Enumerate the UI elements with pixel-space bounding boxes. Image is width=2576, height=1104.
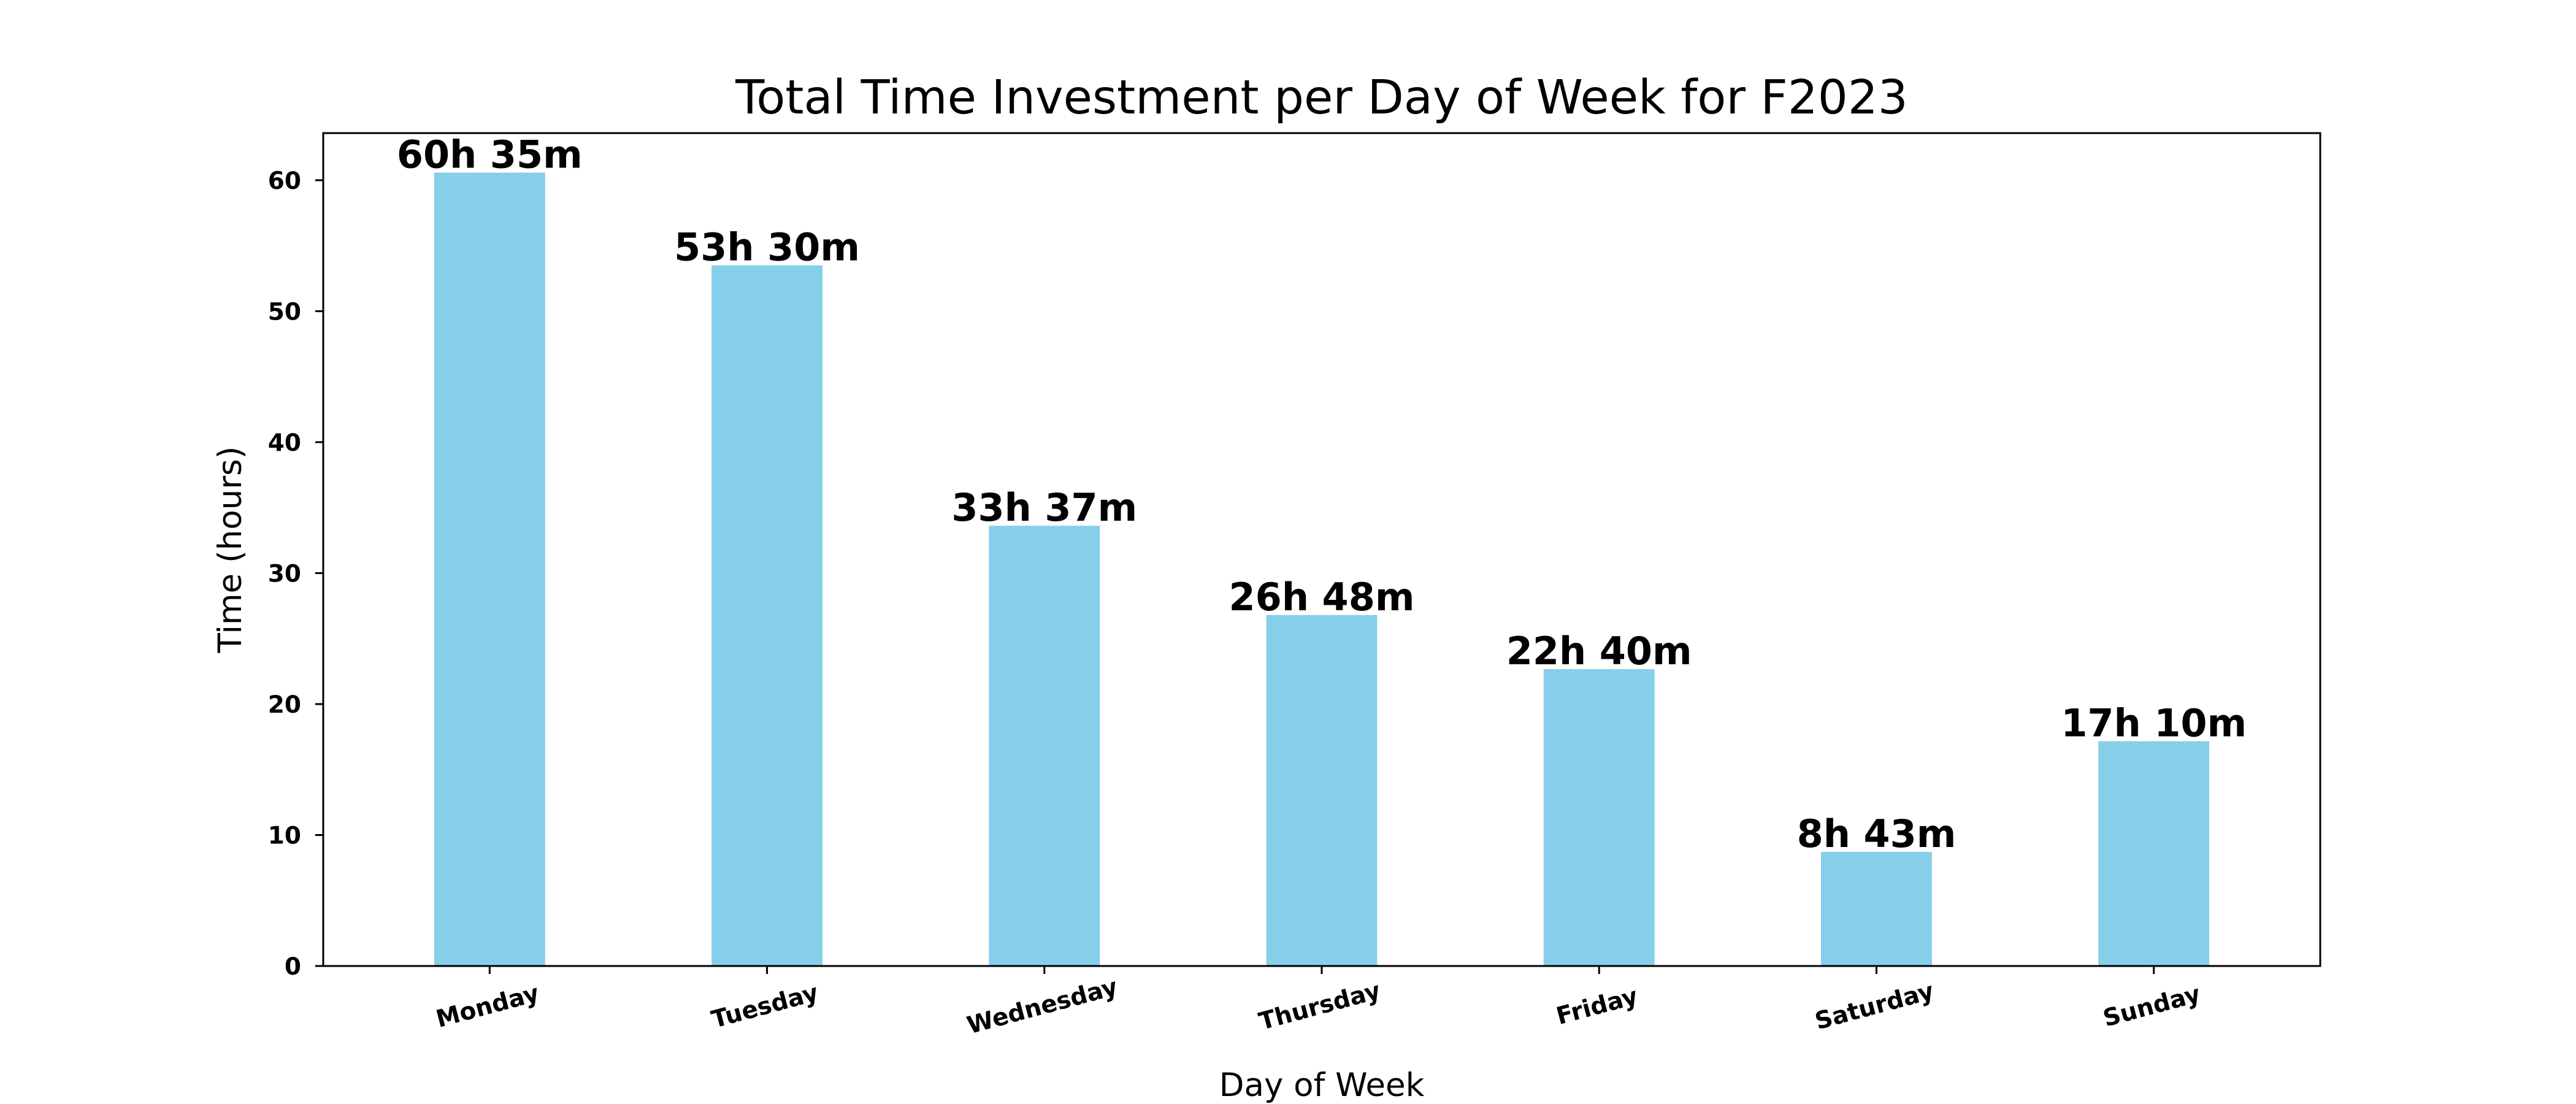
data-label-thursday: 26h 48m bbox=[1229, 575, 1415, 619]
bar-saturday bbox=[1821, 851, 1932, 966]
y-tick-label: 40 bbox=[268, 429, 301, 457]
y-axis-ticks: 0 10 20 30 40 50 60 bbox=[268, 167, 323, 981]
x-tick-label-sunday: Sunday bbox=[2100, 980, 2203, 1032]
data-label-saturday: 8h 43m bbox=[1797, 811, 1957, 856]
x-axis-title: Day of Week bbox=[1219, 1067, 1425, 1104]
y-tick-label: 0 bbox=[285, 953, 301, 981]
bar-monday bbox=[434, 172, 545, 967]
x-tick-label-wednesday: Wednesday bbox=[964, 973, 1121, 1040]
x-axis-ticks: Monday Tuesday Wednesday Thursday Friday Satu… bbox=[433, 966, 2204, 1040]
bar-sunday bbox=[2098, 741, 2210, 966]
y-tick-label: 10 bbox=[268, 822, 301, 849]
bar-wednesday bbox=[989, 526, 1100, 966]
x-tick-label-thursday: Thursday bbox=[1256, 977, 1384, 1036]
y-tick-label: 60 bbox=[268, 167, 301, 195]
data-label-friday: 22h 40m bbox=[1506, 629, 1692, 673]
y-tick-label: 20 bbox=[268, 691, 301, 719]
chart-title: Total Time Investment per Day of Week fo… bbox=[735, 71, 1907, 125]
bar-thursday bbox=[1266, 615, 1378, 966]
x-tick-label-monday: Monday bbox=[433, 979, 542, 1033]
data-label-sunday: 17h 10m bbox=[2061, 700, 2247, 745]
data-labels: 60h 35m 53h 30m 33h 37m 26h 48m 22h 40m 8h 43… bbox=[397, 132, 2247, 856]
data-label-monday: 60h 35m bbox=[397, 132, 583, 177]
y-axis-title: Time (hours) bbox=[212, 447, 249, 654]
bars bbox=[434, 172, 2210, 967]
x-tick-label-saturday: Saturday bbox=[1812, 978, 1937, 1036]
bar-tuesday bbox=[711, 265, 822, 966]
bar-friday bbox=[1543, 669, 1655, 966]
y-tick-label: 50 bbox=[268, 298, 301, 326]
y-tick-label: 30 bbox=[268, 560, 301, 588]
x-tick-label-friday: Friday bbox=[1554, 983, 1641, 1030]
data-label-wednesday: 33h 37m bbox=[951, 485, 1137, 530]
data-label-tuesday: 53h 30m bbox=[674, 225, 860, 270]
x-tick-label-tuesday: Tuesday bbox=[708, 979, 821, 1034]
